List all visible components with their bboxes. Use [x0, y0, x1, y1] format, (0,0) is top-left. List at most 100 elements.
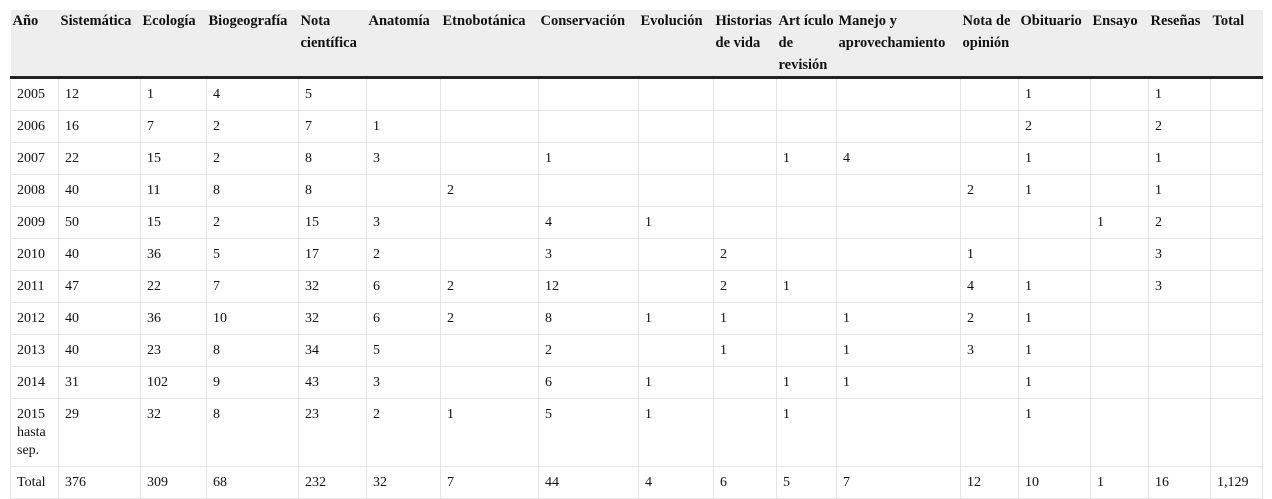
column-header: Nota de opinión [960, 10, 1019, 79]
table-cell: 40 [58, 238, 141, 271]
table-cell [1018, 238, 1091, 271]
table-cell [960, 206, 1019, 239]
table-cell: 1 [776, 366, 837, 399]
table-cell: 40 [58, 302, 141, 335]
row-label: 2006 [10, 110, 59, 143]
table-cell: 32 [366, 466, 441, 499]
table-cell [776, 206, 837, 239]
table-cell [776, 110, 837, 143]
table-cell: 1 [1018, 334, 1091, 367]
table-cell [1210, 238, 1263, 271]
table-cell: 31 [58, 366, 141, 399]
table-cell [776, 77, 837, 111]
table-cell: 1 [1090, 206, 1149, 239]
table-cell: 5 [298, 77, 367, 111]
table-cell: 2 [960, 302, 1019, 335]
table-cell [638, 110, 714, 143]
table-cell: 1 [1148, 174, 1211, 207]
table-row: 2014 31 102 9 43 3 6 1 1 1 1 [10, 366, 1263, 399]
row-label: 2007 [10, 142, 59, 175]
column-header: Historias de vida [713, 10, 777, 79]
table-cell: 7 [206, 270, 299, 303]
table-cell [1090, 270, 1149, 303]
table-cell: 7 [836, 466, 961, 499]
table-cell [1090, 334, 1149, 367]
table-cell: 2 [713, 238, 777, 271]
table-row: 2015 hasta sep. 29 32 8 23 2 1 5 1 1 1 [10, 398, 1263, 467]
table-cell: 3 [538, 238, 639, 271]
table-cell: 3 [366, 366, 441, 399]
table-cell [713, 142, 777, 175]
table-cell: 12 [960, 466, 1019, 499]
table-cell [440, 334, 539, 367]
table-row: 2012 40 36 10 32 6 2 8 1 1 1 2 1 [10, 302, 1263, 335]
table-cell: 2 [366, 238, 441, 271]
table-cell: 12 [538, 270, 639, 303]
table-row: 2013 40 23 8 34 5 2 1 1 3 1 [10, 334, 1263, 367]
table-cell [1148, 302, 1211, 335]
table-cell: 32 [298, 270, 367, 303]
table-cell: 1 [366, 110, 441, 143]
table-row: 2005 12 1 4 5 1 1 [10, 77, 1263, 111]
table-cell [960, 398, 1019, 467]
table-cell: 5 [206, 238, 299, 271]
column-header: Total [1210, 10, 1263, 79]
header-row: Año Sistemática Ecología Biogeografía Nota c… [10, 10, 1263, 79]
column-header: Reseñas [1148, 10, 1211, 79]
column-header: Anatomía [366, 10, 441, 79]
table-cell: 1 [1018, 398, 1091, 467]
table-cell: 40 [58, 334, 141, 367]
row-label: 2011 [10, 270, 59, 303]
row-label: 2005 [10, 77, 59, 111]
table-cell: 10 [1018, 466, 1091, 499]
table-cell [836, 206, 961, 239]
table-cell [776, 238, 837, 271]
table-cell [960, 142, 1019, 175]
table-cell [440, 238, 539, 271]
table-cell: 8 [206, 334, 299, 367]
column-header: Ecología [140, 10, 207, 79]
table-cell: 2 [713, 270, 777, 303]
table-cell [1148, 398, 1211, 467]
row-label: Total [10, 466, 59, 499]
table-cell [440, 110, 539, 143]
table-cell: 1 [960, 238, 1019, 271]
row-label: 2010 [10, 238, 59, 271]
table-cell [836, 398, 961, 467]
table-cell: 22 [140, 270, 207, 303]
table-cell [1090, 77, 1149, 111]
table-cell [1018, 206, 1091, 239]
table-row: 2008 40 11 8 8 2 2 1 1 [10, 174, 1263, 207]
table-cell [713, 174, 777, 207]
table-cell: 1 [638, 366, 714, 399]
table-cell: 50 [58, 206, 141, 239]
table-cell [836, 270, 961, 303]
table-cell: 1 [713, 302, 777, 335]
table-cell: 23 [298, 398, 367, 467]
table-cell [1210, 174, 1263, 207]
table-cell: 1 [440, 398, 539, 467]
table-cell: 2 [206, 110, 299, 143]
table-cell: 11 [140, 174, 207, 207]
table-cell: 6 [366, 270, 441, 303]
table-cell: 32 [140, 398, 207, 467]
table-cell [638, 77, 714, 111]
table-cell: 4 [206, 77, 299, 111]
table-row: 2006 16 7 2 7 1 2 2 [10, 110, 1263, 143]
table-row: 2007 22 15 2 8 3 1 1 4 1 1 [10, 142, 1263, 175]
table-cell [1090, 174, 1149, 207]
table-cell: 4 [836, 142, 961, 175]
table-cell: 8 [206, 174, 299, 207]
table-cell: 3 [366, 206, 441, 239]
table-cell [638, 174, 714, 207]
row-label: 2012 [10, 302, 59, 335]
table-cell [440, 206, 539, 239]
table-cell [638, 270, 714, 303]
table-cell: 2 [1018, 110, 1091, 143]
table-cell [1148, 366, 1211, 399]
table-cell [776, 174, 837, 207]
column-header: Año [10, 10, 59, 79]
table-cell: 1 [1018, 77, 1091, 111]
table-cell: 1 [538, 142, 639, 175]
table-row: 2010 40 36 5 17 2 3 2 1 3 [10, 238, 1263, 271]
